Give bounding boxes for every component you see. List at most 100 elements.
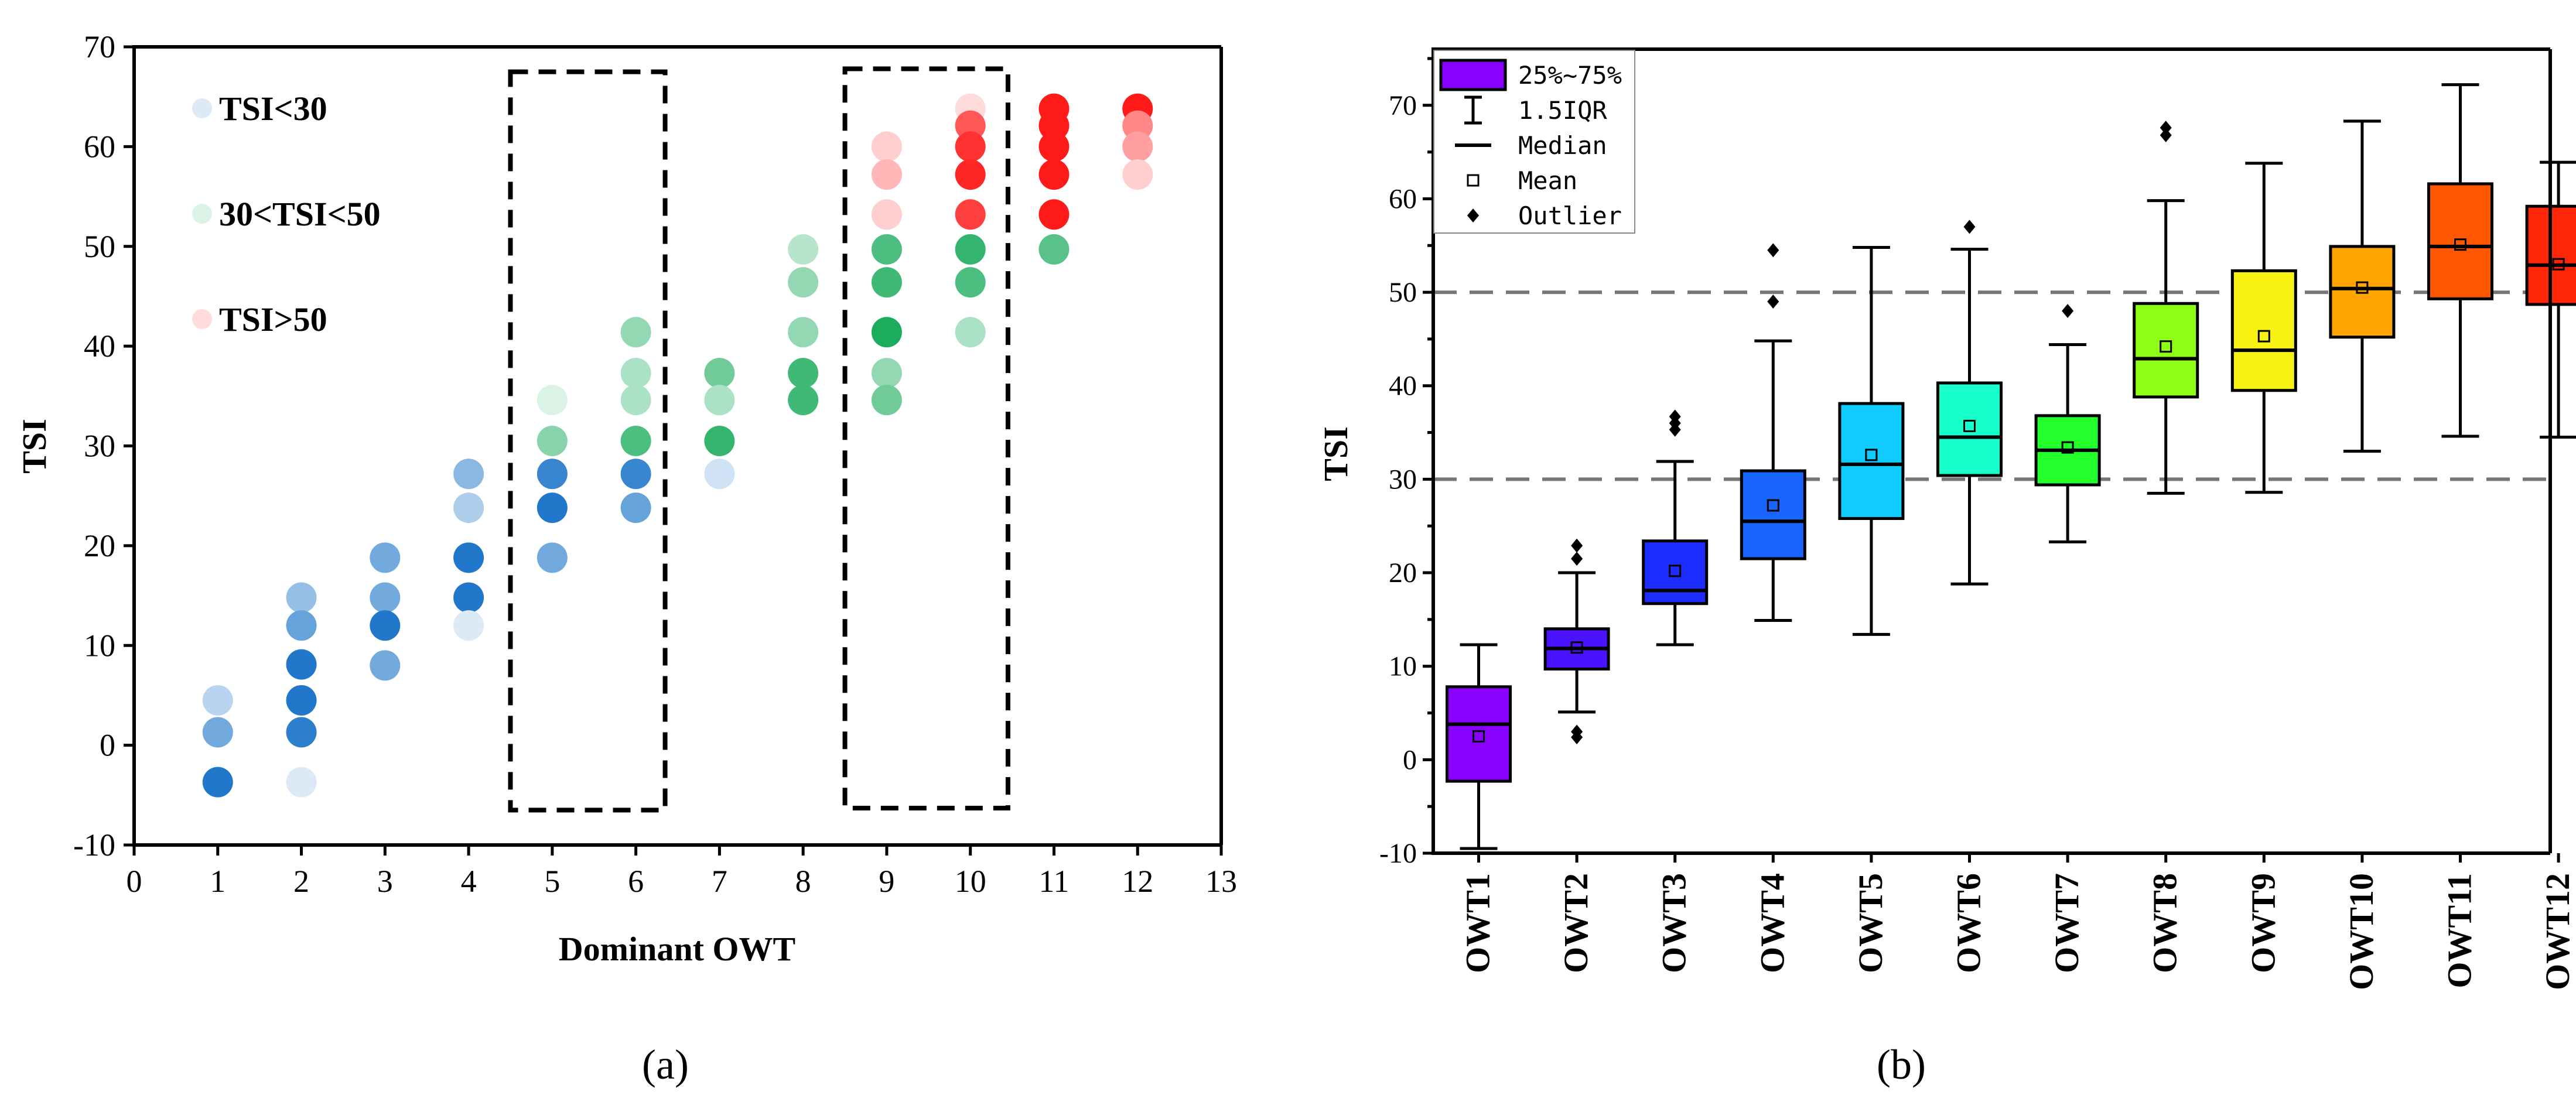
outlier-marker xyxy=(1963,220,1976,234)
outlier-marker xyxy=(1571,552,1583,566)
scatter-point xyxy=(788,358,819,389)
iqr-box xyxy=(1936,381,2003,477)
y-tick-label: 0 xyxy=(100,728,115,763)
dashed-highlight-box xyxy=(842,66,1010,810)
y-tick-label: 40 xyxy=(84,329,115,364)
scatter-point xyxy=(202,767,233,798)
box-owt3 xyxy=(1642,409,1709,646)
x-tick-label: OWT11 xyxy=(2441,873,2479,988)
box-owt5 xyxy=(1838,245,1905,636)
mean-marker xyxy=(2552,258,2565,271)
scatter-point xyxy=(620,492,651,524)
scatter-point xyxy=(620,385,651,416)
scatter-point xyxy=(788,317,819,348)
scatter-point xyxy=(370,542,401,573)
y-tick-label: 40 xyxy=(1389,371,1417,402)
legend-label: Mean xyxy=(1518,166,1577,195)
scatter-point xyxy=(537,385,568,416)
legend-marker xyxy=(192,204,212,224)
y-tick-label: 50 xyxy=(1389,277,1417,308)
scatter-point xyxy=(286,649,317,680)
scatter-point xyxy=(871,159,902,190)
y-tick-label: 50 xyxy=(84,229,115,264)
scatter-point xyxy=(286,610,317,641)
box-owt4 xyxy=(1740,243,1806,622)
iqr-box xyxy=(1740,469,1806,560)
iqr-box xyxy=(2427,182,2493,300)
y-tick-label: 70 xyxy=(1389,90,1417,121)
legend-mean-swatch xyxy=(1467,174,1480,187)
legend-label: 1.5IQR xyxy=(1518,96,1607,125)
mean-marker xyxy=(2454,238,2466,251)
scatter-point xyxy=(1038,199,1070,230)
x-tick-label: 10 xyxy=(955,864,986,899)
box-owt8 xyxy=(2133,121,2199,495)
y-axis-label-b: TSI xyxy=(1317,426,1355,481)
x-tick-label: 2 xyxy=(293,864,309,899)
legend-outlier-swatch xyxy=(1467,208,1479,223)
scatter-point xyxy=(370,610,401,641)
x-tick-label: 13 xyxy=(1205,864,1237,899)
y-tick-label: -10 xyxy=(1379,838,1417,869)
outlier-marker xyxy=(1571,724,1583,739)
scatter-points xyxy=(202,93,1153,798)
x-tick-label: 6 xyxy=(628,864,644,899)
x-tick-label: 9 xyxy=(879,864,894,899)
scatter-point xyxy=(955,267,986,298)
scatter-point xyxy=(788,385,819,416)
scatter-point xyxy=(955,234,986,265)
scatter-point xyxy=(871,267,902,298)
x-tick-label: 0 xyxy=(127,864,142,899)
box-owt6 xyxy=(1936,220,2003,586)
y-tick-label: 60 xyxy=(1389,183,1417,214)
x-ticks-a: 0 1 2 3 4 5 6 7 8 9 10 11 12 13 xyxy=(127,845,1237,899)
scatter-point xyxy=(871,358,902,389)
x-tick-label: 5 xyxy=(544,864,560,899)
x-tick-label: 1 xyxy=(210,864,226,899)
x-tick-label: OWT4 xyxy=(1753,873,1791,973)
x-tick-label: OWT5 xyxy=(1851,873,1890,973)
scatter-point xyxy=(620,459,651,490)
scatter-point xyxy=(537,425,568,456)
x-tick-label: OWT1 xyxy=(1459,873,1497,973)
box-owt10 xyxy=(2329,119,2396,453)
scatter-point xyxy=(955,317,986,348)
scatter-point xyxy=(955,131,986,162)
mean-marker xyxy=(2356,281,2369,294)
x-tick-label: OWT9 xyxy=(2244,873,2282,973)
scatter-point xyxy=(704,459,735,490)
y-tick-label: 20 xyxy=(1389,557,1417,589)
scatter-point xyxy=(453,582,484,613)
scatter-point xyxy=(1038,131,1070,162)
mean-marker xyxy=(2160,340,2172,353)
y-tick-label: 0 xyxy=(1403,744,1417,775)
legend-marker xyxy=(192,309,212,329)
legend-box-swatch xyxy=(1439,59,1507,91)
outlier-marker xyxy=(2160,121,2172,135)
panel-label-b: (b) xyxy=(1877,1041,1926,1088)
legend-marker xyxy=(192,98,212,118)
scatter-point xyxy=(370,650,401,681)
scatter-point xyxy=(1038,159,1070,190)
scatter-point xyxy=(871,234,902,265)
y-tick-label: 20 xyxy=(84,528,115,563)
scatter-point xyxy=(620,425,651,456)
outlier-marker xyxy=(1571,538,1583,553)
scatter-point xyxy=(871,131,902,162)
scatter-point xyxy=(955,159,986,190)
scatter-point xyxy=(704,358,735,389)
box-owt7 xyxy=(2034,304,2101,543)
panel-b-legend: 25%~75% 1.5IQR Median Mean Outlier xyxy=(1433,50,1635,234)
y-tick-label: 10 xyxy=(84,628,115,663)
legend-label: Outlier xyxy=(1518,201,1622,230)
y-ticks-b: -10 0 10 20 30 40 50 60 70 xyxy=(1379,57,1433,869)
outlier-marker xyxy=(2062,304,2074,319)
y-tick-label: 60 xyxy=(84,129,115,164)
x-tick-label: OWT7 xyxy=(2048,873,2086,973)
y-tick-label: -10 xyxy=(73,827,115,863)
scatter-point xyxy=(620,358,651,389)
scatter-point xyxy=(704,385,735,416)
